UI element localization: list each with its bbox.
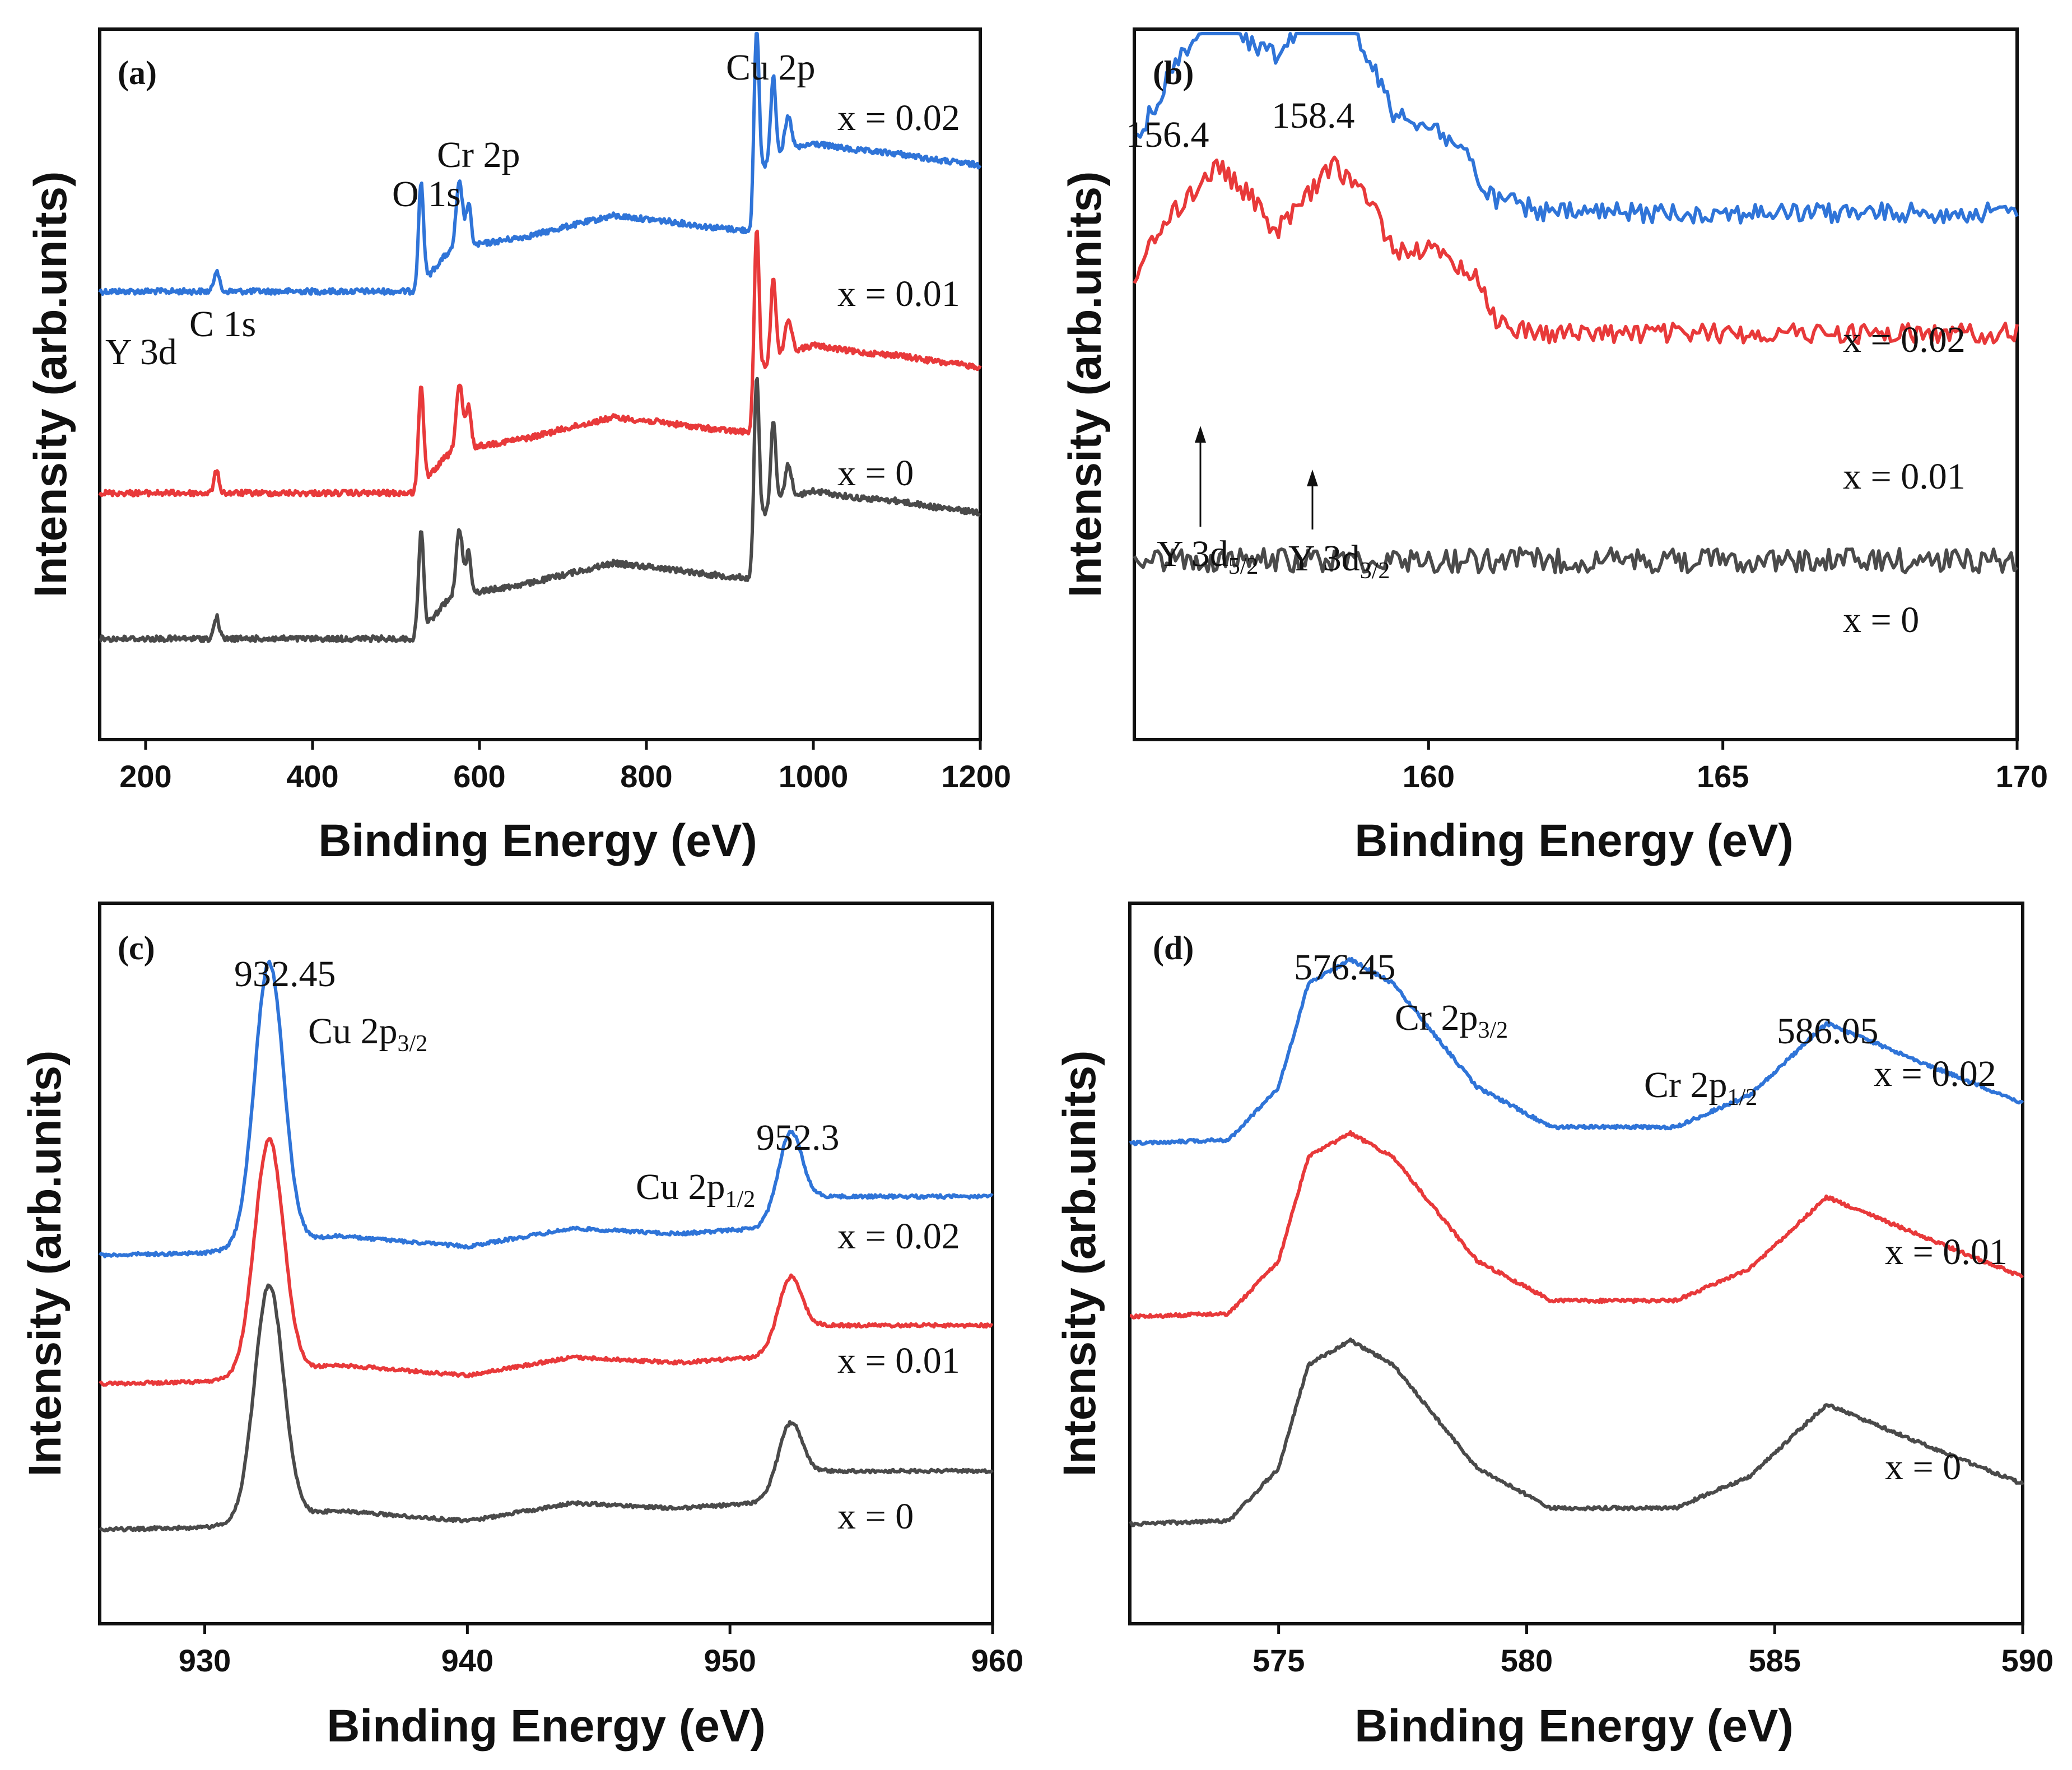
annot-b-y3d32: Y 3d3/2 bbox=[1288, 538, 1390, 584]
annot-b-y3d52: Y 3d5/2 bbox=[1157, 533, 1258, 579]
panel-label-a: (a) bbox=[118, 54, 157, 91]
peak-d-57645: 576.45 bbox=[1294, 947, 1396, 988]
legend-a-x0: x = 0 bbox=[837, 453, 914, 494]
annot-a-o1s: O 1s bbox=[392, 174, 461, 215]
series-line-b-2 bbox=[1133, 546, 2019, 574]
xtick-label-a-1: 400 bbox=[286, 759, 338, 794]
annot-a-c1s: C 1s bbox=[189, 304, 256, 345]
xtick-label-a-4: 1000 bbox=[779, 759, 849, 794]
panel-a-series bbox=[98, 32, 982, 643]
ylabel-c: Intensity (arb.units) bbox=[20, 1051, 71, 1477]
xtick-label-c-1: 940 bbox=[441, 1643, 493, 1678]
xtick-label-b-0: 160 bbox=[1403, 759, 1455, 794]
panel-c-series bbox=[98, 959, 994, 1533]
legend-a-x002: x = 0.02 bbox=[837, 97, 960, 138]
panel-a: 200 400 600 800 1000 1200 (a) x = 0.02 x = 0.… bbox=[25, 27, 1011, 866]
xtick-label-d-1: 580 bbox=[1501, 1643, 1553, 1678]
legend-b-x002: x = 0.02 bbox=[1843, 319, 1966, 360]
panel-label-c: (c) bbox=[118, 930, 155, 967]
xtick-label-d-2: 585 bbox=[1749, 1643, 1801, 1678]
peak-c-9523: 952.3 bbox=[756, 1117, 840, 1158]
panel-d-frame bbox=[1128, 902, 2024, 1625]
xtick-label-a-0: 200 bbox=[119, 759, 171, 794]
xlabel-a: Binding Energy (eV) bbox=[318, 815, 757, 866]
annot-c-cu2p32: Cu 2p3/2 bbox=[308, 1011, 427, 1057]
panel-label-b: (b) bbox=[1153, 54, 1194, 91]
panel-c-xaxis: 930 940 950 960 bbox=[179, 1624, 1023, 1678]
annot-a-cu2p: Cu 2p bbox=[726, 47, 816, 88]
panel-a-xaxis: 200 400 600 800 1000 1200 bbox=[119, 740, 1011, 794]
xlabel-b: Binding Energy (eV) bbox=[1354, 815, 1794, 866]
series-line-b-0 bbox=[1133, 32, 2019, 225]
panel-b-frame bbox=[1133, 27, 2019, 741]
legend-c-x002: x = 0.02 bbox=[837, 1216, 960, 1257]
annot-a-y3d: Y 3d bbox=[105, 332, 177, 373]
xtick-label-b-1: 165 bbox=[1697, 759, 1749, 794]
series-line-a-0 bbox=[98, 32, 982, 296]
xtick-label-a-2: 600 bbox=[453, 759, 505, 794]
legend-a-x001: x = 0.01 bbox=[837, 273, 960, 314]
xtick-label-a-3: 800 bbox=[620, 759, 672, 794]
series-line-c-1 bbox=[99, 1137, 994, 1387]
xlabel-c: Binding Energy (eV) bbox=[327, 1701, 766, 1752]
annot-d-cr2p12: Cr 2p1/2 bbox=[1644, 1065, 1757, 1111]
series-line-c-2 bbox=[98, 1283, 994, 1533]
series-line-a-1 bbox=[98, 229, 982, 498]
panel-label-d: (d) bbox=[1153, 930, 1194, 967]
xtick-label-c-3: 960 bbox=[971, 1643, 1023, 1678]
panel-d-series bbox=[1128, 956, 2024, 1527]
annot-c-cu2p12: Cu 2p1/2 bbox=[636, 1167, 755, 1212]
xlabel-d: Binding Energy (eV) bbox=[1354, 1701, 1794, 1752]
xtick-label-b-2: 170 bbox=[1996, 759, 2048, 794]
panel-b-series bbox=[1133, 32, 2019, 574]
legend-d-x002: x = 0.02 bbox=[1874, 1053, 1996, 1094]
peak-c-93245: 932.45 bbox=[234, 954, 336, 995]
peak-b-156: 156.4 bbox=[1126, 114, 1209, 155]
legend-b-x0: x = 0 bbox=[1843, 600, 1919, 640]
legend-b-x001: x = 0.01 bbox=[1843, 456, 1966, 497]
legend-d-x001: x = 0.01 bbox=[1885, 1232, 2008, 1272]
series-line-c-0 bbox=[98, 959, 994, 1258]
ylabel-d: Intensity (arb.units) bbox=[1054, 1051, 1105, 1477]
xtick-label-d-0: 575 bbox=[1252, 1643, 1305, 1678]
panel-a-frame bbox=[98, 27, 982, 741]
peak-d-58605: 586.05 bbox=[1777, 1011, 1879, 1052]
series-line-d-2 bbox=[1128, 1337, 2024, 1527]
panel-d: 575 580 585 590 (d) 576.45 586.05 Cr 2p3/2 … bbox=[1054, 902, 2054, 1752]
arrow-b-1-head bbox=[1195, 426, 1206, 443]
ylabel-a: Intensity (arb.units) bbox=[25, 171, 76, 598]
xtick-label-c-0: 930 bbox=[179, 1643, 231, 1678]
series-line-d-1 bbox=[1129, 1130, 2024, 1320]
peak-b-158: 158.4 bbox=[1272, 95, 1355, 136]
panel-b: 160 165 170 (b) 156.4 158.4 x = 0.02 x = 0… bbox=[1060, 27, 2048, 866]
legend-c-x0: x = 0 bbox=[837, 1496, 914, 1537]
panel-b-xaxis: 160 165 170 bbox=[1403, 740, 2048, 794]
xtick-label-d-3: 590 bbox=[2001, 1643, 2054, 1678]
panel-c: 930 940 950 960 (c) 932.45 952.3 Cu 2p3/2 C… bbox=[20, 902, 1023, 1752]
arrow-b-2-head bbox=[1307, 470, 1318, 486]
legend-c-x001: x = 0.01 bbox=[837, 1340, 960, 1381]
xtick-label-a-5: 1200 bbox=[941, 759, 1011, 794]
annot-a-cr2p: Cr 2p bbox=[437, 134, 520, 175]
xtick-label-c-2: 950 bbox=[704, 1643, 756, 1678]
panel-d-xaxis: 575 580 585 590 bbox=[1252, 1624, 2054, 1678]
panel-c-frame bbox=[98, 902, 994, 1625]
series-line-b-1 bbox=[1133, 155, 2019, 345]
legend-d-x0: x = 0 bbox=[1885, 1447, 1961, 1488]
series-line-a-2 bbox=[99, 377, 981, 643]
series-line-d-0 bbox=[1129, 956, 2024, 1146]
ylabel-b: Intensity (arb.units) bbox=[1060, 171, 1111, 598]
annot-d-cr2p32: Cr 2p3/2 bbox=[1395, 997, 1508, 1043]
